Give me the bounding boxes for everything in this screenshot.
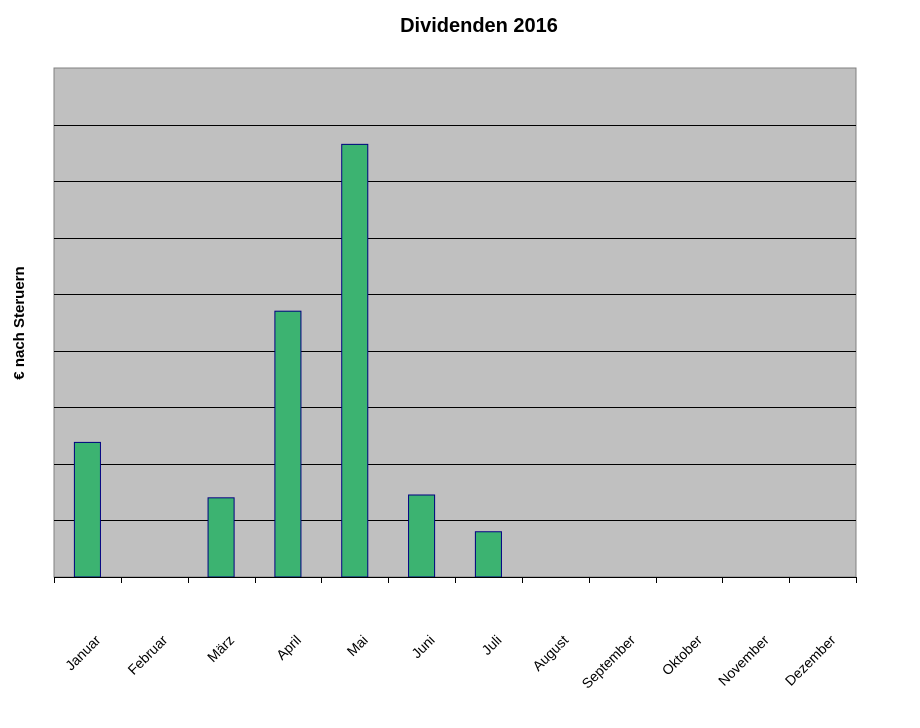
x-tick-label: Oktober: [659, 632, 706, 679]
x-tick-label: April: [273, 632, 304, 663]
axes: [54, 577, 857, 583]
x-tick-label: Dezember: [782, 632, 839, 689]
gridlines: [54, 125, 856, 521]
bar-mai: [341, 143, 369, 578]
bar-juli: [474, 531, 502, 578]
bar-juni: [408, 494, 436, 578]
bar-märz: [207, 497, 235, 578]
x-tick-label: August: [529, 632, 571, 674]
bars: [73, 143, 502, 578]
x-tick-labels: Januar Februar März April Mai Juni Juli August S…: [62, 632, 839, 692]
y-axis-label: € nach Steruern: [11, 266, 28, 379]
x-tick-label: Mai: [344, 632, 371, 659]
x-tick-label: Juni: [408, 632, 437, 661]
chart-title: Dividenden 2016: [400, 15, 558, 37]
x-tick-label: September: [578, 632, 638, 692]
x-tick-label: Juli: [478, 632, 504, 658]
x-tick-label: März: [204, 632, 237, 665]
x-tick-label: November: [715, 632, 772, 689]
bar-januar: [73, 441, 101, 578]
plot-area: [53, 67, 857, 578]
bar-april: [274, 310, 302, 578]
x-tick-label: Februar: [124, 632, 170, 678]
x-tick-label: Januar: [62, 632, 104, 674]
